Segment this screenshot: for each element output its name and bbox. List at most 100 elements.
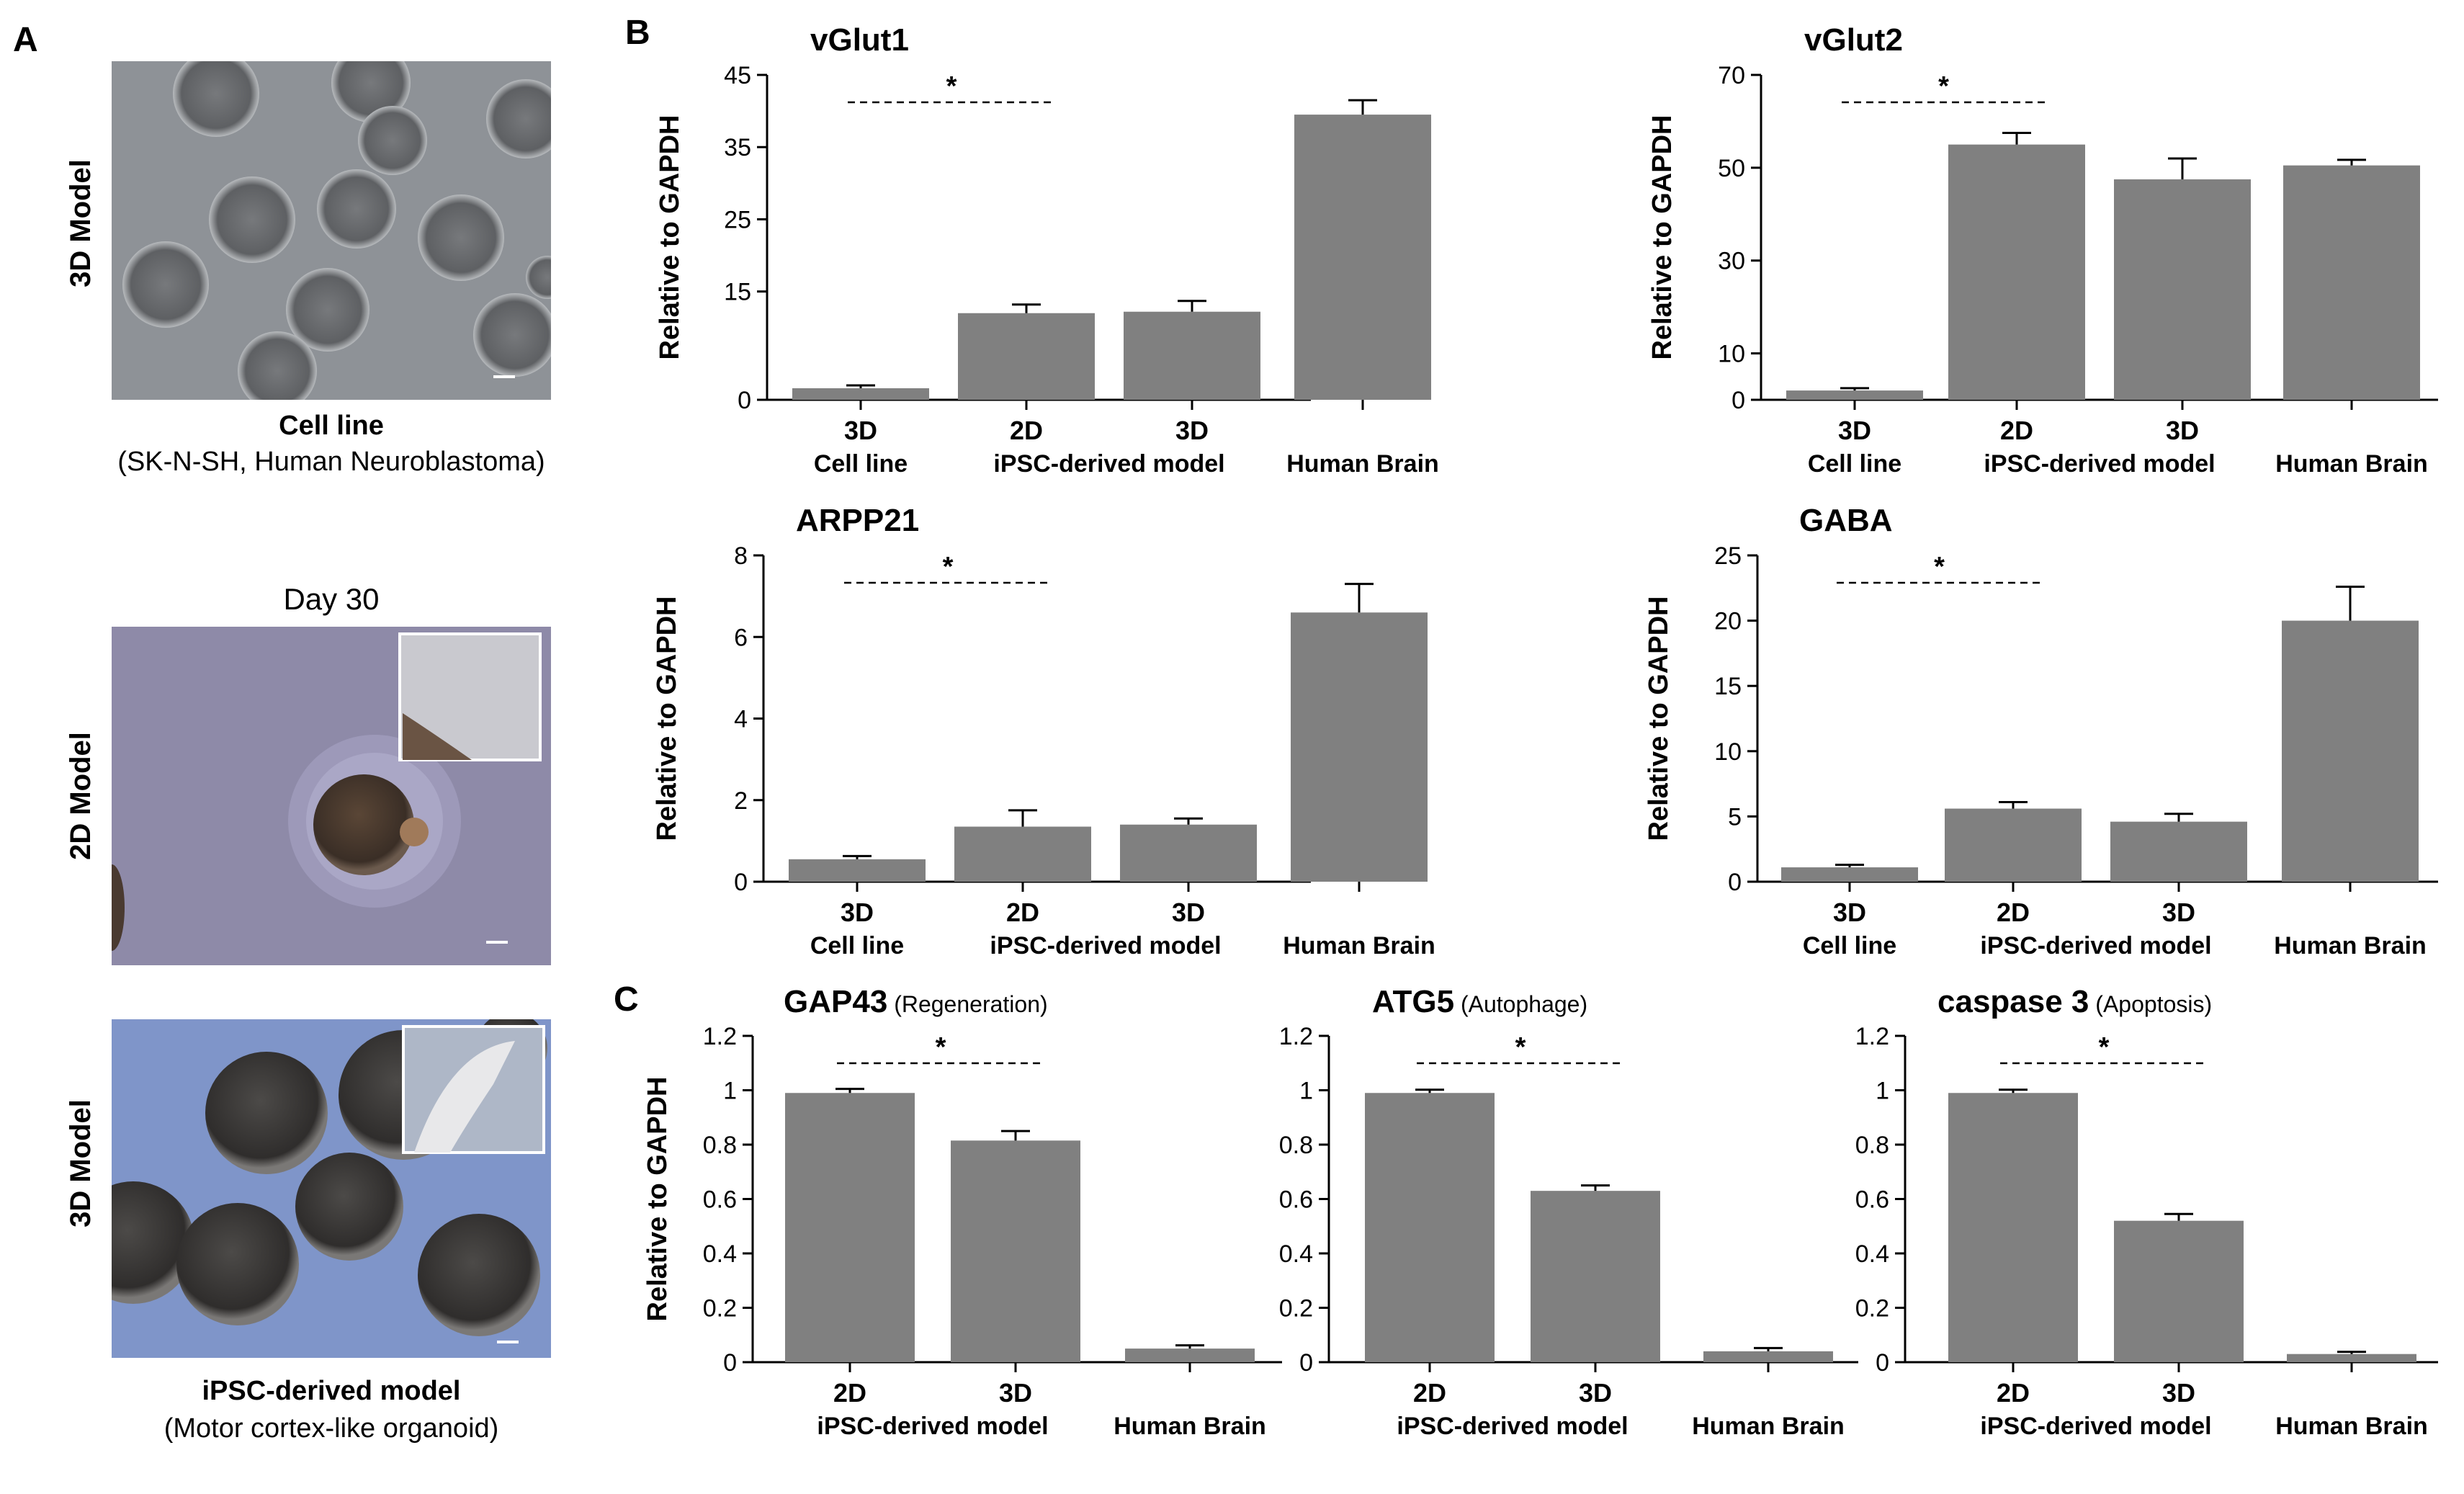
arpp21-y-label: Relative to GAPDH — [652, 596, 682, 841]
panel-c-letter: C — [614, 980, 639, 1019]
atg5-bar — [1703, 1351, 1833, 1362]
arpp21-y-tick-label: 2 — [734, 787, 748, 815]
atg5-group-label: iPSC-derived model — [1397, 1413, 1628, 1440]
casp3-bar — [2114, 1220, 2244, 1362]
gap43-category-label: 2D — [833, 1378, 866, 1408]
gap43-significance-label: * — [936, 1032, 946, 1063]
vglut1-y-label: Relative to GAPDH — [655, 115, 685, 360]
gap43-y-tick-label: 0.6 — [703, 1186, 737, 1214]
vglut1-y-tick-label: 25 — [724, 206, 751, 233]
casp3-y-tick-label: 1.2 — [1855, 1023, 1889, 1050]
micrograph-cell-line-spheroids — [112, 61, 551, 400]
gaba-significance-label: * — [1934, 552, 1945, 582]
arpp21-bar — [789, 859, 926, 882]
atg5-y-tick-label: 1.2 — [1279, 1023, 1313, 1050]
vglut1-category-label: 3D — [1175, 416, 1209, 445]
gap43-y-tick-label: 1 — [723, 1078, 737, 1105]
arpp21-bar — [1120, 824, 1257, 882]
gaba-bar — [2110, 821, 2247, 882]
gap43-category-label: Human Brain — [1114, 1413, 1266, 1440]
atg5-y-tick-label: 0 — [1299, 1349, 1313, 1377]
caption-ipsc-model: iPSC-derived model — [202, 1376, 461, 1406]
vglut2-bar — [2283, 165, 2420, 400]
vglut1-bar — [1294, 115, 1431, 400]
gaba-y-tick-label: 10 — [1714, 738, 1742, 766]
casp3-title: caspase 3 (Apoptosis) — [1937, 984, 2212, 1019]
atg5-category-label: 3D — [1579, 1378, 1612, 1408]
micrograph-3d-organoids — [112, 1019, 551, 1358]
vglut2-category-label: 2D — [2000, 416, 2033, 445]
vglut2-bar — [2114, 179, 2251, 400]
casp3-y-tick-label: 0.4 — [1855, 1240, 1889, 1268]
atg5-bar — [1365, 1093, 1495, 1362]
gap43-y-label: Relative to GAPDH — [642, 1077, 673, 1322]
gap43-y-tick-label: 0.4 — [703, 1240, 737, 1268]
gaba-y-tick-label: 0 — [1728, 869, 1742, 896]
vglut2-y-label: Relative to GAPDH — [1647, 115, 1677, 360]
atg5-significance-label: * — [1515, 1032, 1526, 1063]
vglut2-bar — [1948, 144, 2085, 400]
vglut1-bar — [958, 313, 1095, 400]
vglut2-group-label: iPSC-derived model — [1984, 450, 2215, 478]
gaba-title: GABA — [1799, 503, 1893, 538]
casp3-category-label: 3D — [2162, 1378, 2195, 1408]
atg5-category-label: Human Brain — [1692, 1413, 1845, 1440]
casp3-y-tick-label: 1 — [1876, 1078, 1889, 1105]
vglut2-group-label: Cell line — [1808, 450, 1901, 478]
atg5-category-label: 2D — [1413, 1378, 1446, 1408]
arpp21-group-label: iPSC-derived model — [990, 932, 1221, 960]
arpp21-category-label: Human Brain — [1283, 932, 1435, 960]
atg5-y-tick-label: 0.6 — [1279, 1186, 1313, 1214]
arpp21-y-tick-label: 8 — [734, 542, 748, 570]
vglut1-significance-label: * — [946, 71, 957, 102]
arpp21-y-tick-label: 0 — [734, 869, 748, 896]
casp3-y-tick-label: 0 — [1876, 1349, 1889, 1377]
gaba-y-tick-label: 5 — [1728, 803, 1742, 831]
gap43-category-label: 3D — [999, 1378, 1032, 1408]
vglut1-group-label: Cell line — [814, 450, 908, 478]
vglut2-y-tick-label: 0 — [1731, 387, 1745, 414]
vglut2-category-label: Human Brain — [2275, 450, 2428, 478]
gaba-bar — [2282, 620, 2419, 882]
atg5-title: ATG5 (Autophage) — [1372, 984, 1587, 1019]
gap43-group-label: iPSC-derived model — [817, 1413, 1048, 1440]
gap43-y-tick-label: 0.8 — [703, 1132, 737, 1159]
vglut2-y-tick-label: 10 — [1718, 341, 1745, 368]
vglut2-bar — [1786, 390, 1923, 400]
arpp21-group-label: Cell line — [810, 932, 904, 960]
gap43-title: GAP43 (Regeneration) — [784, 984, 1048, 1019]
vglut1-category-label: 3D — [844, 416, 877, 445]
gap43-y-tick-label: 1.2 — [703, 1023, 737, 1050]
vglut2-y-tick-label: 30 — [1718, 248, 1745, 275]
panel-a-letter: A — [13, 21, 38, 59]
arpp21-significance-label: * — [943, 552, 954, 582]
vglut1-y-tick-label: 15 — [724, 279, 751, 306]
gaba-bar — [1781, 867, 1918, 882]
arpp21-category-label: 2D — [1006, 898, 1039, 927]
casp3-significance-label: * — [2099, 1032, 2110, 1063]
day-30-label: Day 30 — [283, 582, 380, 616]
gaba-group-label: Cell line — [1803, 932, 1896, 960]
casp3-y-tick-label: 0.2 — [1855, 1295, 1889, 1323]
vglut2-y-tick-label: 50 — [1718, 155, 1745, 182]
arpp21-y-tick-label: 6 — [734, 624, 748, 651]
arpp21-y-tick-label: 4 — [734, 706, 748, 733]
casp3-y-tick-label: 0.6 — [1855, 1186, 1889, 1214]
vglut1-title: vGlut1 — [810, 22, 909, 58]
gap43-bar — [785, 1093, 915, 1362]
casp3-category-label: 2D — [1997, 1378, 2030, 1408]
vglut2-y-tick-label: 70 — [1718, 62, 1745, 89]
vglut1-category-label: 2D — [1010, 416, 1043, 445]
casp3-bar — [2287, 1354, 2416, 1362]
vglut2-significance-label: * — [1938, 71, 1949, 102]
panel-b-letter: B — [625, 14, 650, 52]
gap43-y-tick-label: 0.2 — [703, 1295, 737, 1323]
caption-cell-line-detail: (SK-N-SH, Human Neuroblastoma) — [117, 447, 545, 477]
vglut2-title: vGlut2 — [1804, 22, 1903, 58]
casp3-bar — [1948, 1093, 2078, 1362]
atg5-y-tick-label: 0.2 — [1279, 1295, 1313, 1323]
gap43-bar — [1125, 1348, 1255, 1362]
gaba-bar — [1945, 808, 2082, 882]
arpp21-bar — [1291, 612, 1428, 882]
